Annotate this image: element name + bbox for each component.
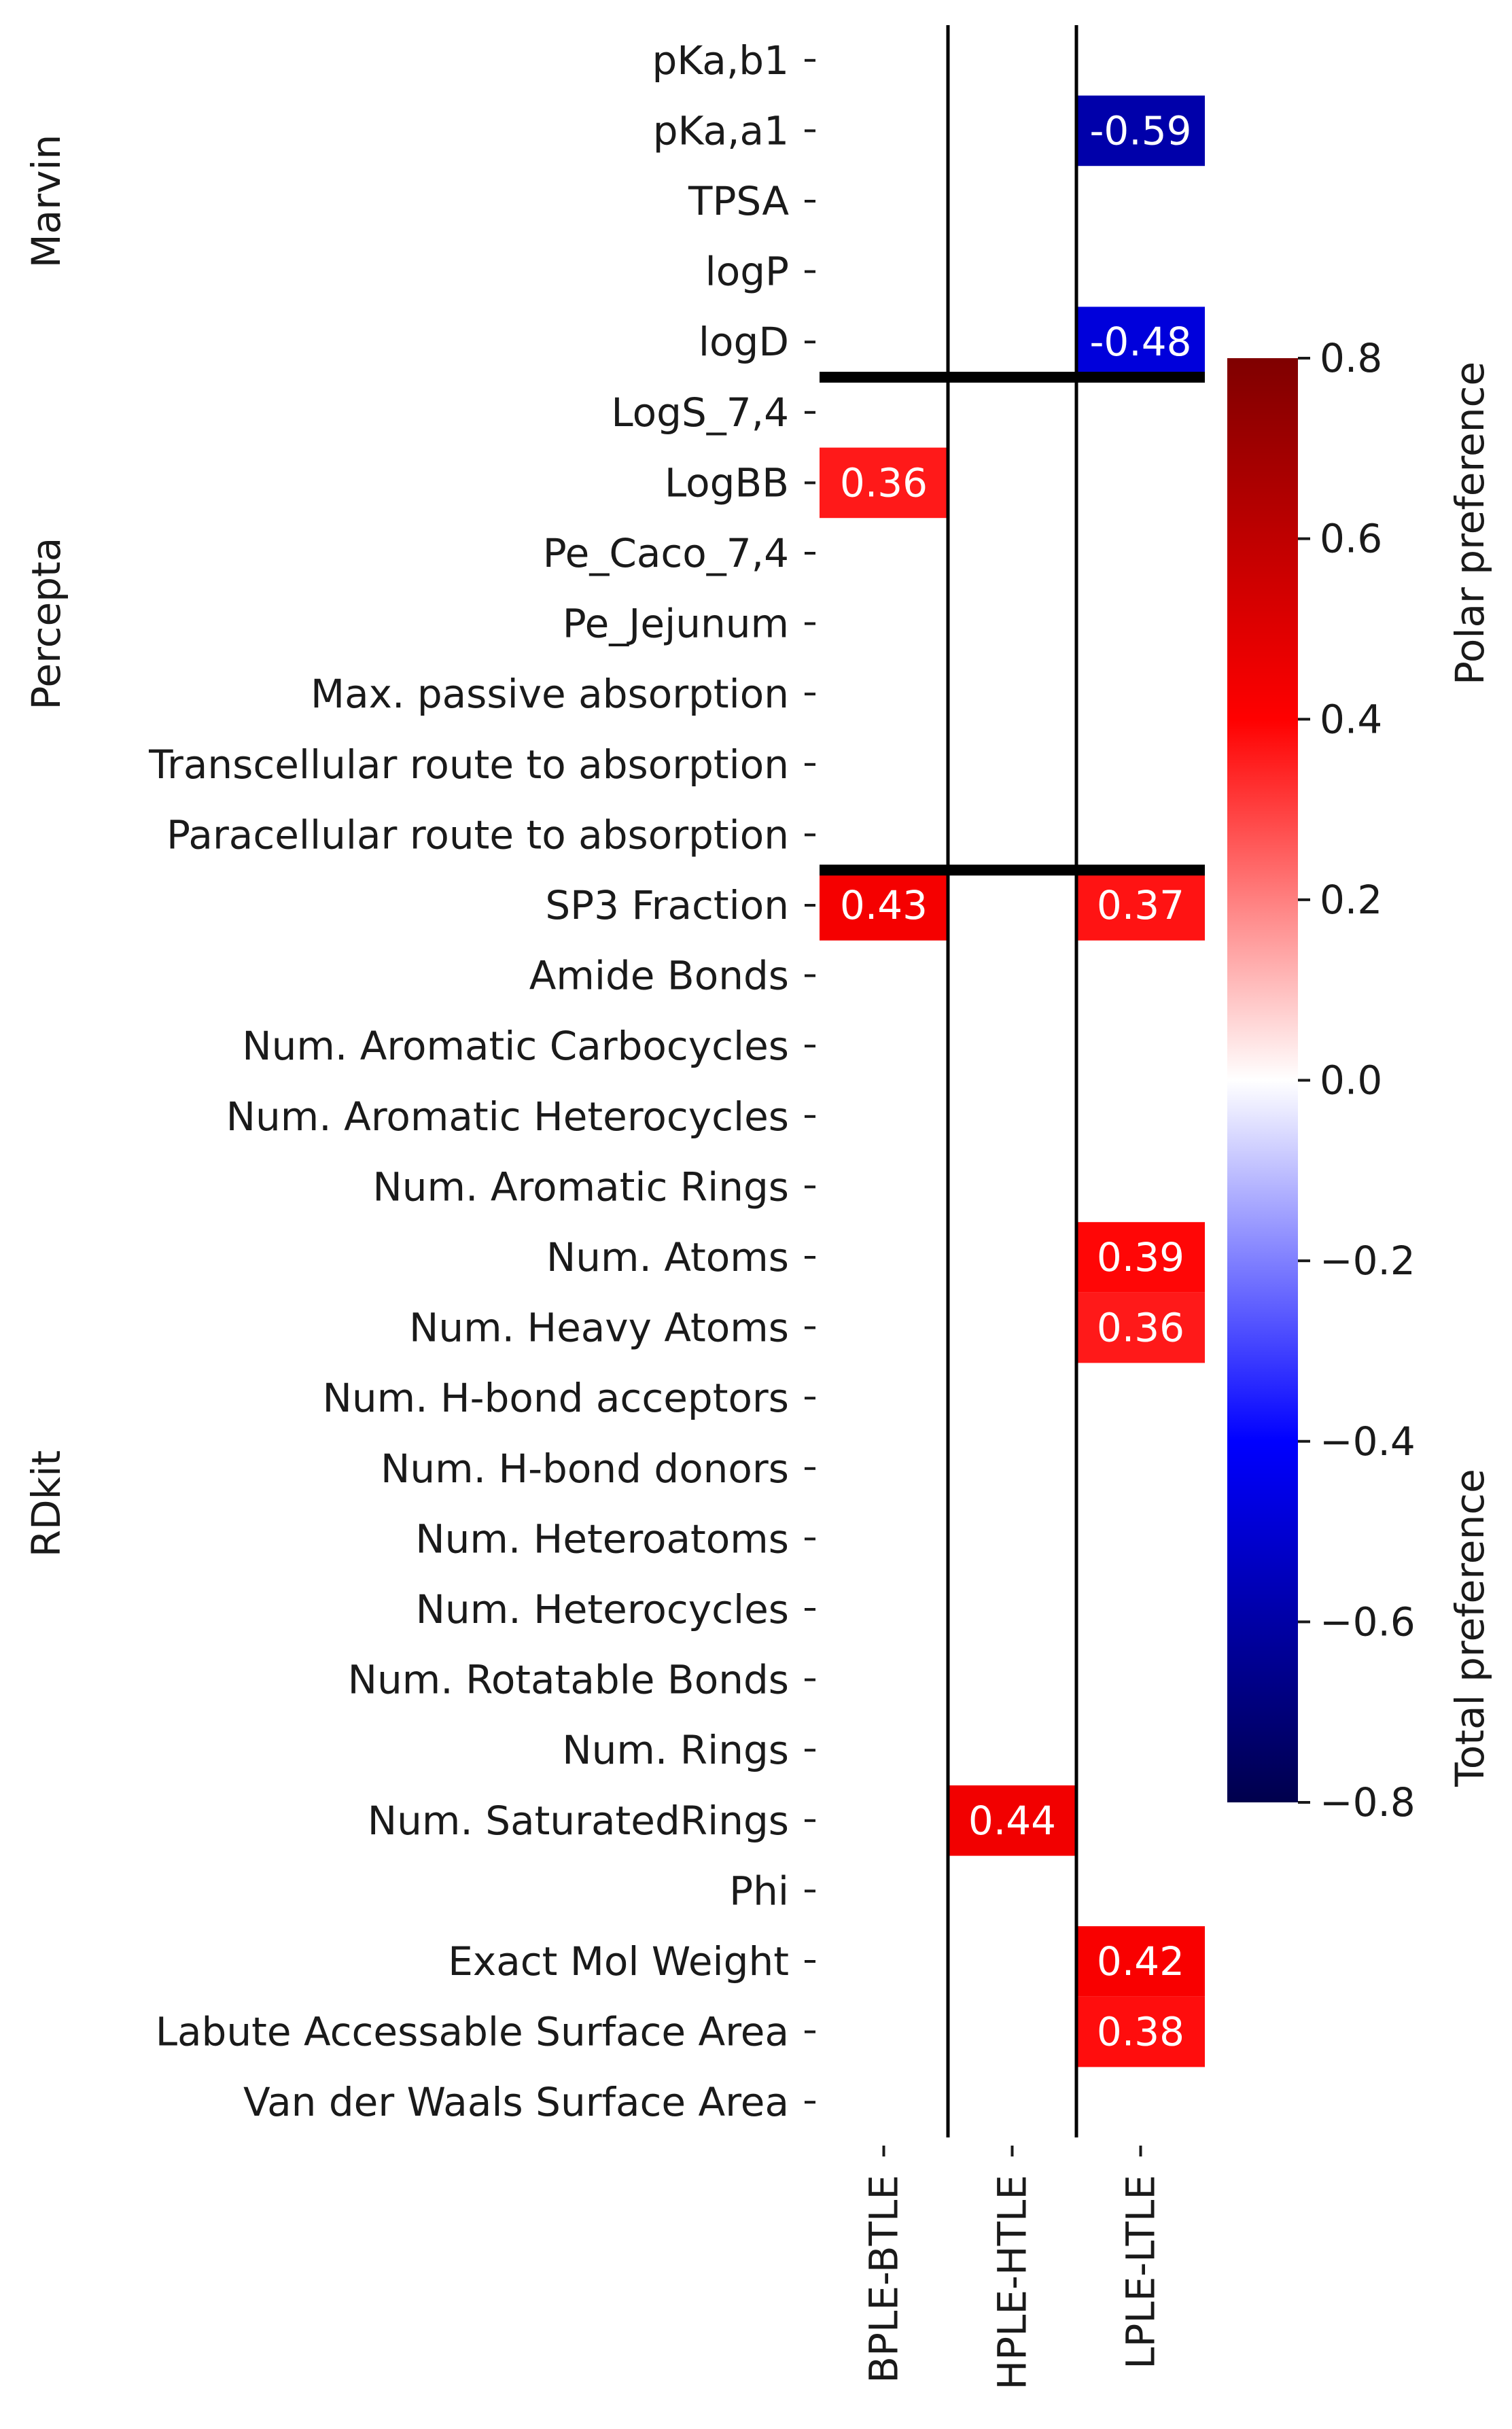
heatmap-cell xyxy=(1076,307,1205,377)
heatmap-cell xyxy=(820,447,948,519)
colorbar-tick-label: 0.6 xyxy=(1320,516,1382,562)
row-tick-label: Van der Waals Surface Area xyxy=(243,2079,789,2125)
row-tick-label: SP3 Fraction xyxy=(545,882,789,928)
group-labels: Marvin Percepta RDkit xyxy=(23,135,69,1558)
cell-value-label: 0.39 xyxy=(1097,1234,1184,1280)
cell-value-label: 0.36 xyxy=(1097,1305,1184,1351)
row-tick-label: Num. Atoms xyxy=(546,1234,789,1280)
colorbar-tick-label: −0.4 xyxy=(1320,1418,1416,1465)
row-tick-label: Num. Rotatable Bonds xyxy=(348,1657,789,1703)
column-tick-labels: BPLE-BTLE HPLE-HTLE LPLE-LTLE xyxy=(861,2146,1164,2390)
separator-lines xyxy=(820,25,1205,2137)
row-tick-label: Pe_Jejunum xyxy=(563,601,789,647)
row-tick-label: pKa,a1 xyxy=(653,107,789,154)
colorbar-tick-label: 0.4 xyxy=(1320,696,1382,742)
row-tick-label: Num. H-bond acceptors xyxy=(323,1375,789,1421)
row-tick-label: Pe_Caco_7,4 xyxy=(543,530,789,576)
row-tick-label: LogS_7,4 xyxy=(611,389,789,436)
cell-value-label: 0.36 xyxy=(840,459,928,506)
row-tick-label: Max. passive absorption xyxy=(311,671,789,717)
row-tick-label: Transcellular route to absorption xyxy=(148,741,789,788)
row-tick-label: pKa,b1 xyxy=(652,37,789,84)
row-tick-label: Num. Heavy Atoms xyxy=(409,1305,789,1351)
heatmap-cell xyxy=(1076,1222,1205,1293)
heatmap-cell xyxy=(1076,1292,1205,1363)
colorbar-tick-label: −0.2 xyxy=(1320,1238,1416,1284)
row-tick-label: Paracellular route to absorption xyxy=(166,811,789,858)
row-tick-labels: pKa,b1 pKa,a1 TPSA logP logD LogS_7,4 LogBB Pe_… xyxy=(148,37,815,2125)
cell-value-label: 0.42 xyxy=(1097,1938,1184,1985)
row-tick-label: Num. Aromatic Heterocycles xyxy=(226,1094,789,1140)
row-tick-label: Num. Heteroatoms xyxy=(415,1516,789,1562)
heatmap-cell xyxy=(948,1785,1076,1856)
colorbar-tick-label: −0.8 xyxy=(1320,1779,1416,1825)
row-tick-label: Labute Accessable Surface Area xyxy=(156,2009,789,2055)
row-tick-label: Phi xyxy=(729,1868,789,1914)
colorbar-bottom-label: Total preference xyxy=(1447,1469,1493,1787)
colorbar: 0.8 0.6 0.4 0.2 0.0 −0.2 −0.4 −0.6 −0.8 Polar pre… xyxy=(1227,335,1493,1825)
row-tick-label: Amide Bonds xyxy=(529,953,789,999)
colorbar-gradient xyxy=(1227,358,1298,1802)
colorbar-tick-label: −0.6 xyxy=(1320,1598,1416,1645)
heatmap-cell xyxy=(1076,1926,1205,1997)
group-label: Percepta xyxy=(23,538,69,710)
heatmap-cell xyxy=(820,870,948,941)
row-tick-label: Num. Aromatic Rings xyxy=(372,1164,789,1210)
row-tick-label: logP xyxy=(705,249,789,295)
row-tick-label: Num. H-bond donors xyxy=(381,1446,789,1492)
row-tick-label: LogBB xyxy=(665,459,789,506)
column-tick-label: HPLE-HTLE xyxy=(989,2175,1036,2390)
heatmap-cell xyxy=(1076,870,1205,941)
cell-value-label: 0.37 xyxy=(1097,882,1184,928)
column-tick-label: LPLE-LTLE xyxy=(1118,2175,1164,2369)
group-label: RDkit xyxy=(23,1450,69,1557)
cell-value-label: 0.38 xyxy=(1097,2009,1184,2055)
row-tick-label: logD xyxy=(699,319,789,365)
cell-value-label: -0.48 xyxy=(1089,319,1191,365)
heatmap-cell xyxy=(1076,95,1205,167)
row-tick-label: Num. Aromatic Carbocycles xyxy=(242,1023,789,1069)
cell-value-label: 0.44 xyxy=(968,1798,1056,1844)
cell-value-label: -0.59 xyxy=(1089,107,1191,154)
group-label: Marvin xyxy=(23,135,69,268)
colorbar-tick-label: 0.8 xyxy=(1320,335,1382,381)
cell-value-label: 0.43 xyxy=(840,882,928,928)
row-tick-label: Num. Heterocycles xyxy=(416,1586,789,1632)
column-tick-label: BPLE-BTLE xyxy=(861,2175,907,2383)
heatmap-cells: -0.59 -0.48 0.36 0.43 0.37 0.39 0.36 0.44 0.42 0.… xyxy=(820,95,1205,2067)
colorbar-top-label: Polar preference xyxy=(1447,362,1493,685)
heatmap-cell xyxy=(1076,1996,1205,2067)
row-tick-label: Exact Mol Weight xyxy=(448,1938,789,1985)
row-tick-label: Num. Rings xyxy=(562,1727,789,1773)
row-tick-label: Num. SaturatedRings xyxy=(368,1798,789,1844)
colorbar-tick-label: 0.2 xyxy=(1320,877,1382,923)
row-tick-label: TPSA xyxy=(688,178,789,224)
colorbar-tick-label: 0.0 xyxy=(1320,1058,1382,1104)
